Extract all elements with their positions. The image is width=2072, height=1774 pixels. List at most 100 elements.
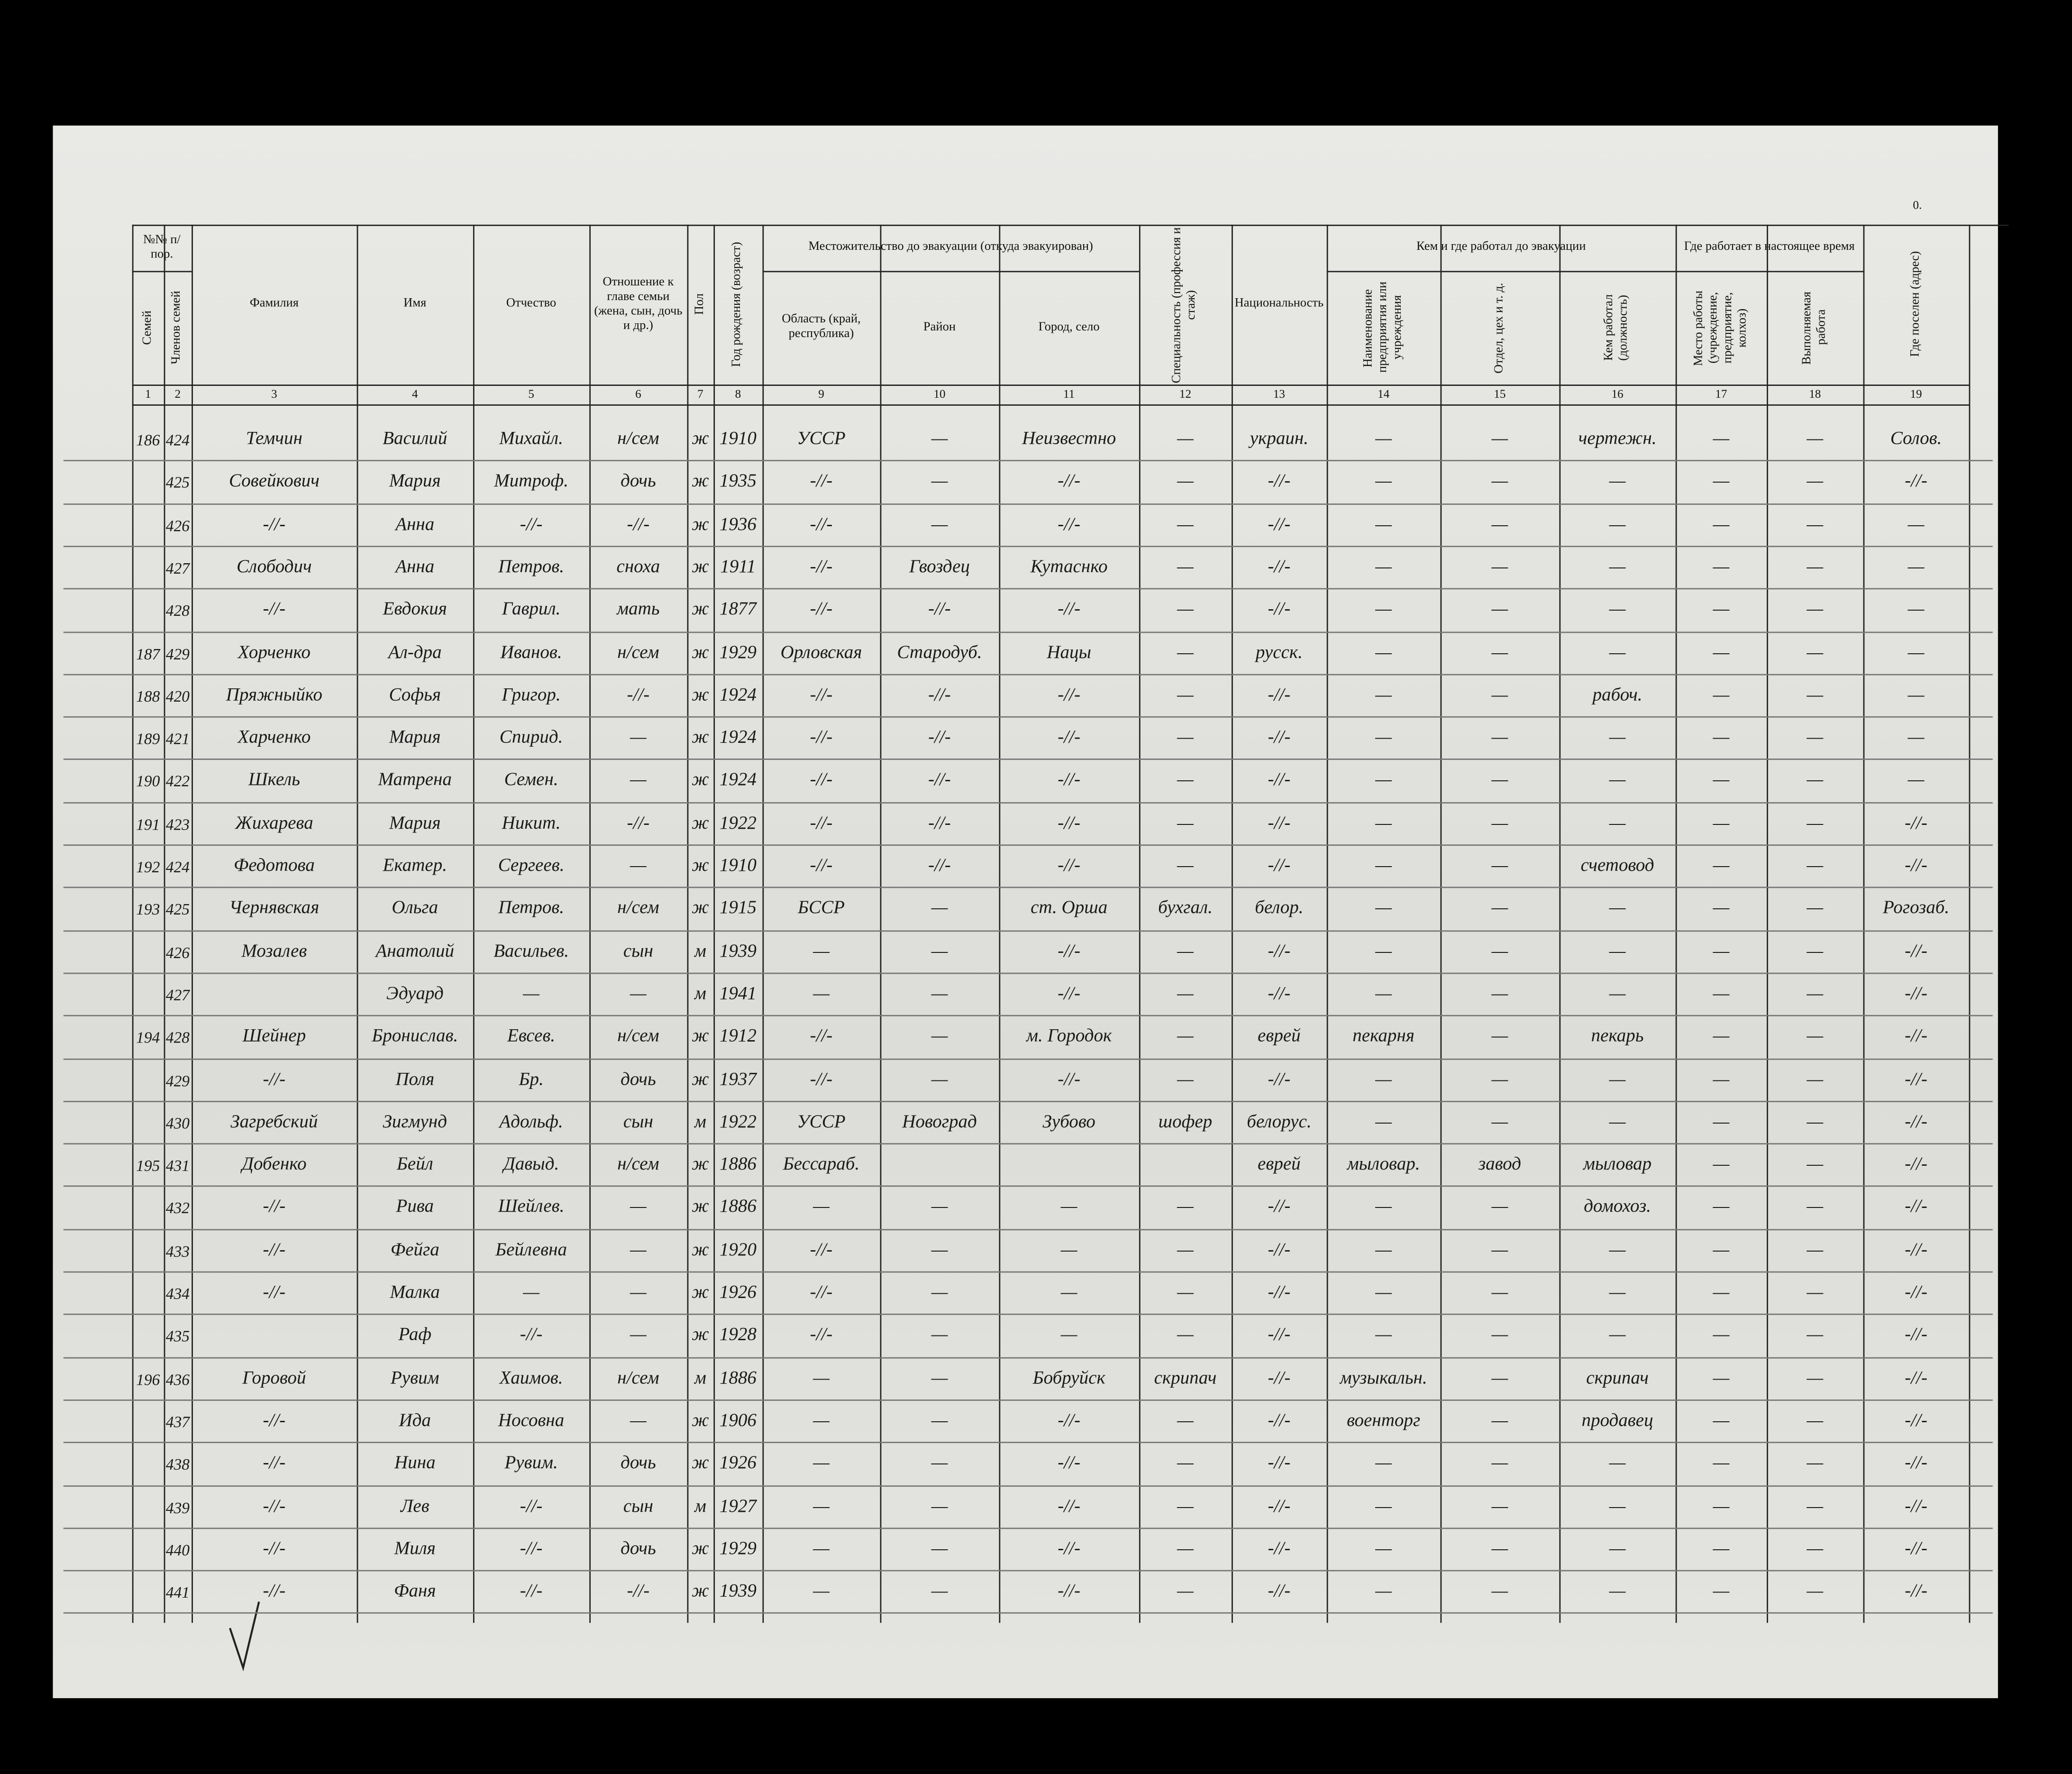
handwritten-entry: ж (692, 1283, 709, 1303)
row-rule (63, 1570, 1993, 1572)
handwritten-entry: — (1609, 643, 1626, 663)
handwritten-entry: — (1713, 771, 1730, 791)
handwritten-entry: — (1609, 1582, 1626, 1602)
column-number: 3 (271, 387, 277, 401)
handwritten-entry: -//- (1268, 600, 1291, 620)
handwritten-entry: — (1491, 1198, 1508, 1218)
handwritten-entry: -//- (627, 515, 650, 535)
handwritten-entry: Носовна (498, 1411, 565, 1431)
group-header: Где работает в настоящее время (1684, 240, 1855, 254)
column-number: 19 (1910, 387, 1922, 401)
column-header: Отчество (506, 297, 557, 311)
handwritten-entry: — (1177, 472, 1194, 492)
handwritten-entry: -//- (520, 1582, 543, 1602)
handwritten-entry: — (1609, 1454, 1626, 1474)
handwritten-entry: — (1713, 515, 1730, 535)
handwritten-entry: — (1177, 515, 1194, 535)
handwritten-entry: Семен. (504, 771, 558, 791)
handwritten-entry: дочь (621, 1454, 656, 1474)
row-rule (63, 1484, 1993, 1486)
handwritten-entry: н/сем (617, 899, 659, 919)
handwritten-entry: -//- (1268, 814, 1291, 834)
handwritten-entry: мыловар. (1347, 1155, 1420, 1175)
handwritten-entry: — (1491, 1240, 1508, 1261)
handwritten-entry: 436 (165, 1370, 190, 1389)
handwritten-entry: 423 (165, 815, 190, 834)
handwritten-entry: Анатолий (375, 942, 455, 962)
handwritten-entry: — (931, 1539, 948, 1559)
handwritten-entry: продавец (1581, 1411, 1653, 1431)
handwritten-entry: — (1375, 1240, 1392, 1261)
handwritten-entry: 1910 (719, 856, 757, 877)
handwritten-entry: Михайл. (499, 429, 563, 449)
handwritten-entry: — (1177, 1539, 1194, 1559)
handwritten-entry: — (1609, 984, 1626, 1005)
handwritten-entry: н/сем (617, 1027, 659, 1047)
handwritten-entry: -//- (1268, 1368, 1291, 1389)
handwritten-entry: Митроф. (494, 472, 568, 492)
handwritten-entry: — (1807, 856, 1824, 877)
handwritten-entry: 1922 (719, 1112, 757, 1133)
handwritten-entry: 434 (165, 1284, 190, 1303)
row-rule (63, 1100, 1993, 1102)
handwritten-entry: — (1491, 771, 1508, 791)
handwritten-entry: -//- (810, 856, 833, 877)
handwritten-entry: -//- (627, 814, 650, 834)
handwritten-entry: Кутаснко (1030, 558, 1108, 577)
handwritten-entry: Совейкович (228, 472, 319, 492)
handwritten-entry: -//- (1058, 1539, 1080, 1559)
handwritten-entry: ж (692, 472, 709, 492)
handwritten-entry: сноха (616, 558, 660, 577)
handwritten-entry: — (1908, 728, 1925, 749)
handwritten-entry: — (630, 984, 647, 1005)
column-rule (473, 224, 475, 1624)
handwritten-entry: ж (692, 1326, 709, 1346)
handwritten-entry: — (1177, 1496, 1194, 1517)
handwritten-entry: — (1491, 1496, 1508, 1517)
handwritten-entry: — (1908, 771, 1925, 791)
handwritten-entry: — (1713, 1240, 1730, 1261)
handwritten-entry: -//- (1905, 1454, 1927, 1474)
handwritten-entry: 439 (165, 1498, 190, 1517)
handwritten-entry: — (931, 1240, 948, 1261)
handwritten-entry: 1922 (719, 814, 757, 834)
handwritten-entry: Сергеев. (498, 856, 565, 877)
handwritten-entry: н/сем (617, 643, 659, 663)
handwritten-entry: — (1713, 1112, 1730, 1133)
handwritten-entry: 1936 (719, 515, 757, 535)
handwritten-entry: ж (692, 600, 709, 620)
handwritten-entry: -//- (810, 728, 833, 749)
handwritten-entry: — (1713, 984, 1730, 1005)
handwritten-entry: 427 (165, 558, 190, 577)
handwritten-entry: 1937 (719, 1070, 757, 1090)
handwritten-entry: -//- (520, 1539, 543, 1559)
column-rule (687, 224, 689, 1624)
handwritten-entry: — (1375, 1496, 1392, 1517)
handwritten-entry: дочь (621, 1070, 656, 1090)
handwritten-entry: -//- (1905, 856, 1927, 877)
handwritten-entry: Давыд. (503, 1155, 559, 1175)
handwritten-entry: — (1713, 1411, 1730, 1431)
handwritten-entry: — (1375, 686, 1392, 706)
handwritten-entry: — (1177, 728, 1194, 749)
handwritten-entry: Орловская (780, 643, 862, 663)
handwritten-entry: -//- (1905, 1539, 1927, 1559)
handwritten-entry: — (1807, 1198, 1824, 1218)
column-header: Национальность (1234, 297, 1324, 311)
handwritten-entry: Чернявская (229, 899, 319, 919)
handwritten-entry: — (931, 1027, 948, 1047)
handwritten-entry: Екатер. (383, 856, 447, 877)
column-number: 11 (1063, 387, 1075, 401)
handwritten-entry: Бронислав. (372, 1027, 458, 1047)
handwritten-entry: еврей (1258, 1027, 1301, 1047)
handwritten-entry: — (1375, 1283, 1392, 1303)
handwritten-entry: — (1713, 1496, 1730, 1517)
handwritten-entry: — (1491, 1539, 1508, 1559)
handwritten-entry: — (1807, 984, 1824, 1005)
row-rule (63, 460, 1993, 462)
handwritten-entry: -//- (810, 686, 833, 706)
handwritten-entry: 432 (165, 1199, 190, 1218)
handwritten-entry: 193 (136, 900, 160, 919)
